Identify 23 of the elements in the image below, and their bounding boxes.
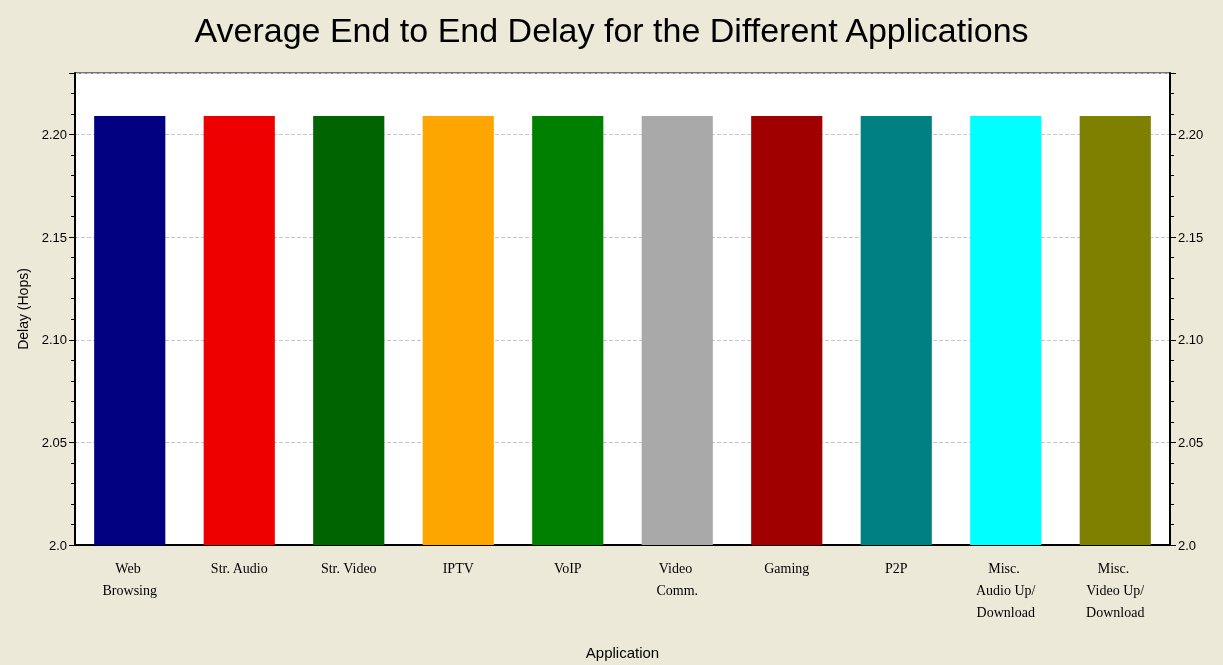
y-tick-label: 2.05 (41, 434, 67, 450)
x-tick-label: Misc. Audio Up/Download (976, 560, 1036, 620)
x-tick-label: Misc. Video Up/Download (1086, 560, 1145, 620)
y2-tick-label: 2.0 (1178, 537, 1197, 553)
y-axis-title: Delay (Hops) (15, 268, 31, 350)
y-tick-label: 2.10 (41, 332, 67, 348)
y-tick-label: 2.20 (41, 127, 67, 143)
x-tick-label: VoIP (553, 560, 582, 576)
x-tick-label: Gaming (764, 560, 810, 576)
y2-tick-label: 2.10 (1178, 332, 1204, 348)
y2-tick-label: 2.05 (1178, 434, 1204, 450)
x-tick-label: Web Browsing (102, 560, 157, 598)
x-tick-label: Video Comm. (656, 560, 699, 598)
x-axis-title: Application (585, 644, 660, 661)
x-tick-label: Str. Video (320, 560, 377, 576)
x-tick-label: P2P (884, 560, 908, 576)
y-tick-label: 2.15 (41, 229, 67, 245)
y-tick-label: 2.0 (48, 537, 67, 553)
y2-tick-label: 2.15 (1178, 229, 1204, 245)
x-tick-label: Str. Audio (210, 560, 268, 576)
y2-tick-label: 2.20 (1178, 127, 1204, 143)
x-tick-label: IPTV (442, 560, 474, 576)
chart-title: Average End to End Delay for the Different Applications (194, 11, 1029, 49)
